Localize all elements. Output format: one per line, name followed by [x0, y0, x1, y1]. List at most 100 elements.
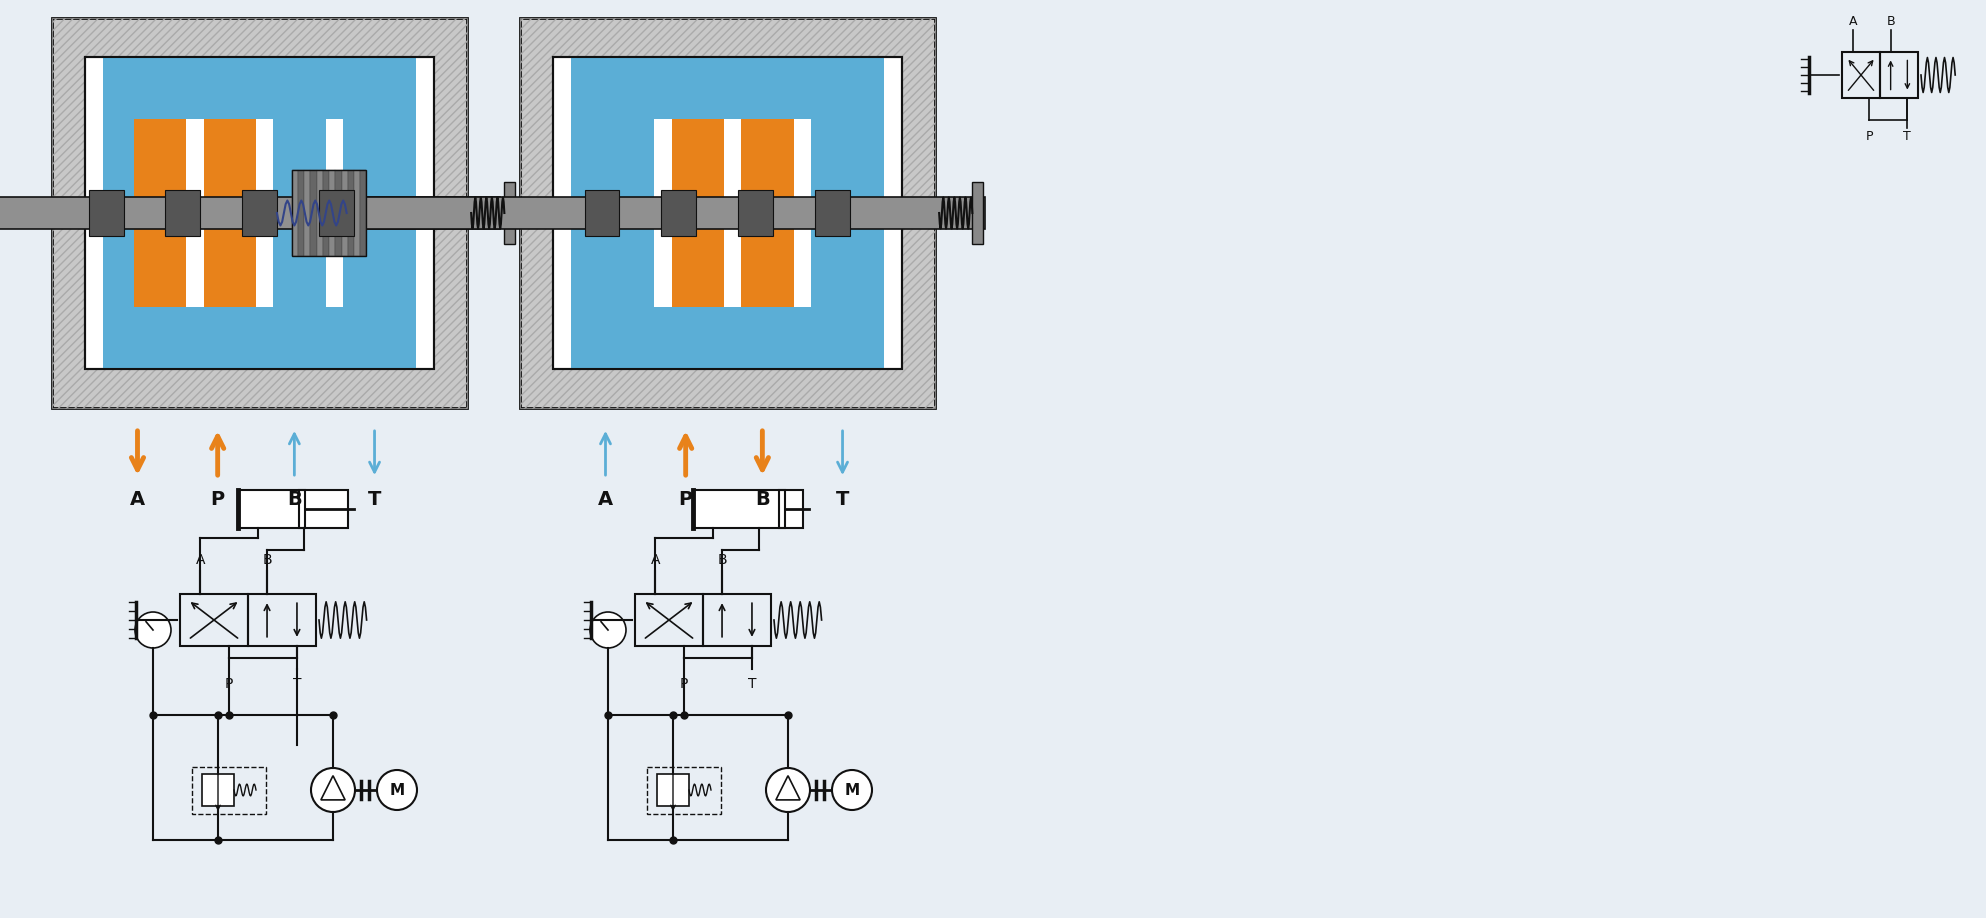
Text: T: T — [747, 677, 757, 691]
Bar — [342, 170, 348, 256]
Bar — [779, 490, 784, 528]
Bar — [103, 57, 417, 119]
Text: B: B — [288, 490, 302, 509]
Bar — [854, 57, 884, 369]
Bar — [554, 57, 902, 369]
Text: B: B — [262, 553, 272, 566]
Bar — [973, 182, 983, 244]
Bar — [133, 119, 187, 175]
Text: M: M — [844, 782, 860, 798]
Bar — [671, 119, 725, 175]
Bar — [103, 57, 133, 369]
Bar — [298, 170, 304, 256]
Bar — [741, 251, 794, 307]
Bar — [292, 204, 334, 222]
Bar — [520, 18, 935, 408]
Bar — [274, 119, 326, 175]
Bar — [344, 119, 395, 175]
Bar — [854, 57, 884, 369]
Bar — [103, 307, 417, 369]
Bar — [242, 190, 276, 237]
Bar — [504, 182, 514, 244]
Bar — [324, 170, 330, 256]
Bar — [181, 594, 248, 646]
Bar — [103, 307, 417, 369]
Bar — [570, 307, 884, 369]
Bar — [741, 119, 794, 175]
Text: T: T — [367, 490, 381, 509]
Bar — [647, 767, 721, 813]
Bar — [520, 18, 935, 408]
Text: P: P — [679, 490, 693, 509]
Bar — [810, 157, 864, 269]
Text: A: A — [197, 553, 205, 566]
Bar — [205, 119, 256, 175]
Bar — [703, 594, 771, 646]
Bar — [0, 197, 500, 229]
Bar — [636, 594, 703, 646]
Bar — [657, 774, 689, 806]
Bar — [344, 157, 395, 269]
Bar — [52, 18, 467, 408]
Bar — [336, 170, 342, 256]
Bar — [385, 57, 417, 369]
Bar — [661, 190, 697, 237]
Bar — [671, 157, 725, 269]
Bar — [570, 57, 884, 119]
Circle shape — [767, 768, 810, 812]
Text: B: B — [1887, 15, 1895, 28]
Bar — [570, 307, 884, 369]
Bar — [205, 157, 256, 269]
Bar — [133, 157, 187, 269]
Text: A: A — [129, 490, 145, 509]
Bar — [274, 251, 326, 307]
Circle shape — [135, 612, 171, 648]
Circle shape — [377, 770, 417, 810]
Bar — [570, 57, 602, 369]
Bar — [85, 57, 433, 369]
Text: A: A — [651, 553, 659, 566]
Bar — [320, 190, 354, 237]
Bar — [584, 190, 620, 237]
Bar — [310, 170, 316, 256]
Bar — [348, 170, 354, 256]
Text: P: P — [679, 677, 687, 691]
Text: A: A — [1849, 15, 1857, 28]
Text: A: A — [598, 490, 614, 509]
Text: P: P — [1865, 130, 1873, 143]
Bar — [238, 490, 348, 528]
Bar — [344, 251, 395, 307]
Bar — [810, 251, 864, 307]
Bar — [1841, 52, 1881, 98]
Bar — [89, 190, 123, 237]
Bar — [103, 57, 417, 119]
Bar — [203, 774, 234, 806]
Bar — [741, 157, 794, 269]
Bar — [274, 157, 326, 269]
Text: B: B — [755, 490, 771, 509]
Bar — [570, 57, 602, 369]
Bar — [814, 190, 850, 237]
Bar — [292, 170, 367, 256]
Bar — [385, 57, 417, 369]
Bar — [671, 251, 725, 307]
Text: B: B — [717, 553, 727, 566]
Circle shape — [312, 768, 355, 812]
Text: M: M — [389, 782, 405, 798]
Bar — [330, 170, 336, 256]
Bar — [103, 57, 133, 369]
Bar — [85, 57, 433, 369]
Bar — [133, 251, 187, 307]
Bar — [354, 170, 359, 256]
Bar — [739, 190, 773, 237]
Bar — [602, 119, 653, 175]
Bar — [52, 18, 467, 408]
Text: T: T — [836, 490, 850, 509]
Text: P: P — [224, 677, 232, 691]
Bar — [304, 170, 310, 256]
Bar — [165, 190, 201, 237]
Circle shape — [832, 770, 872, 810]
Bar — [298, 490, 306, 528]
Bar — [693, 490, 802, 528]
Text: P: P — [211, 490, 224, 509]
